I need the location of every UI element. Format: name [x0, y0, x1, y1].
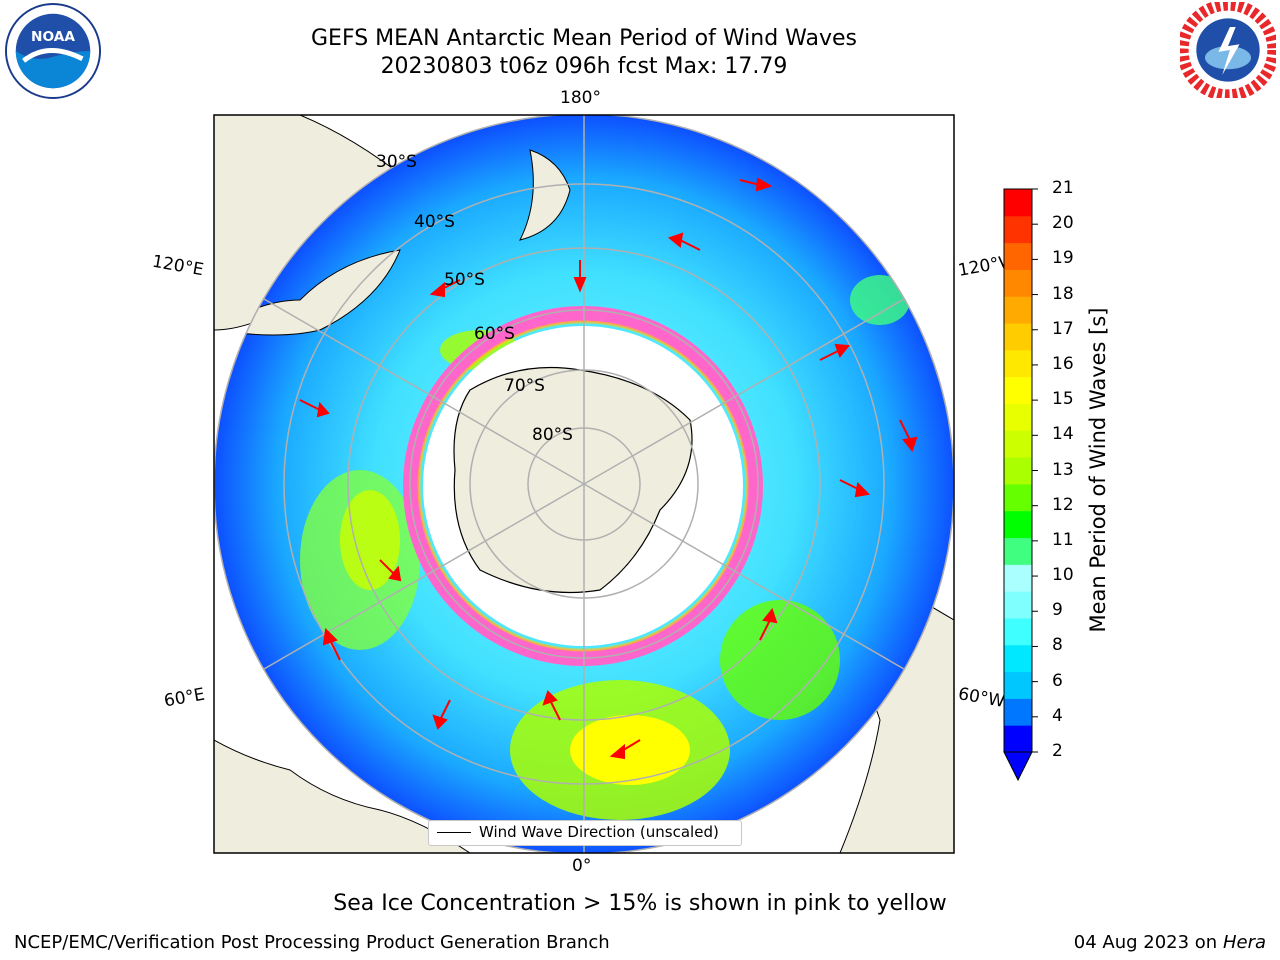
sea-ice-note: Sea Ice Concentration > 15% is shown in …	[333, 891, 947, 916]
footer-date: 04 Aug 2023 on Hera	[1074, 932, 1266, 953]
colorbar-tick-label: 18	[1052, 283, 1074, 304]
latitude-label-30s: 30°S	[376, 152, 417, 172]
legend-label: Wind Wave Direction (unscaled)	[479, 823, 719, 841]
colorbar-tick-label: 4	[1052, 705, 1063, 726]
nws-logo	[1180, 2, 1276, 98]
map-legend: Wind Wave Direction (unscaled)	[428, 820, 742, 846]
longitude-label-0: 0°	[572, 856, 592, 876]
colorbar-tick-label: 21	[1052, 178, 1074, 198]
colorbar-tick-label: 19	[1052, 248, 1074, 269]
noaa-logo: NOAA	[4, 2, 102, 100]
colorbar-tick-label: 2	[1052, 741, 1063, 761]
forecast-subtitle: 20230803 t06z 096h fcst Max: 17.79	[380, 54, 788, 79]
map-title: GEFS MEAN Antarctic Mean Period of Wind …	[311, 26, 857, 51]
footer-date-text: 04 Aug 2023 on	[1073, 932, 1218, 953]
colorbar-tick-label: 6	[1052, 670, 1063, 691]
latitude-label-70s: 70°S	[504, 376, 545, 396]
noaa-logo-text: NOAA	[31, 29, 75, 45]
latitude-label-50s: 50°S	[444, 270, 485, 290]
latitude-label-40s: 40°S	[414, 212, 455, 232]
colorbar-tick-label: 20	[1052, 213, 1074, 234]
colorbar-tick-label: 13	[1052, 459, 1074, 480]
colorbar-tick-label: 15	[1052, 389, 1074, 410]
colorbar-tick-label: 17	[1052, 318, 1074, 339]
colorbar-tick-label: 14	[1052, 424, 1074, 445]
legend-line-swatch	[437, 832, 471, 833]
footer-producer: NCEP/EMC/Verification Post Processing Pr…	[14, 932, 610, 953]
colorbar-tick-label: 16	[1052, 353, 1074, 374]
latitude-label-60s: 60°S	[474, 324, 515, 344]
colorbar-tick-label: 8	[1052, 635, 1063, 656]
colorbar-tick-label: 11	[1052, 529, 1074, 550]
colorbar-tick-label: 12	[1052, 494, 1074, 515]
longitude-label-180: 180°	[560, 88, 601, 108]
colorbar-tick-label: 9	[1052, 600, 1063, 621]
footer-host: Hera	[1222, 932, 1266, 953]
colorbar-tick-label: 10	[1052, 565, 1074, 586]
colorbar-label: Mean Period of Wind Waves [s]	[1086, 307, 1110, 633]
latitude-label-80s: 80°S	[532, 425, 573, 445]
